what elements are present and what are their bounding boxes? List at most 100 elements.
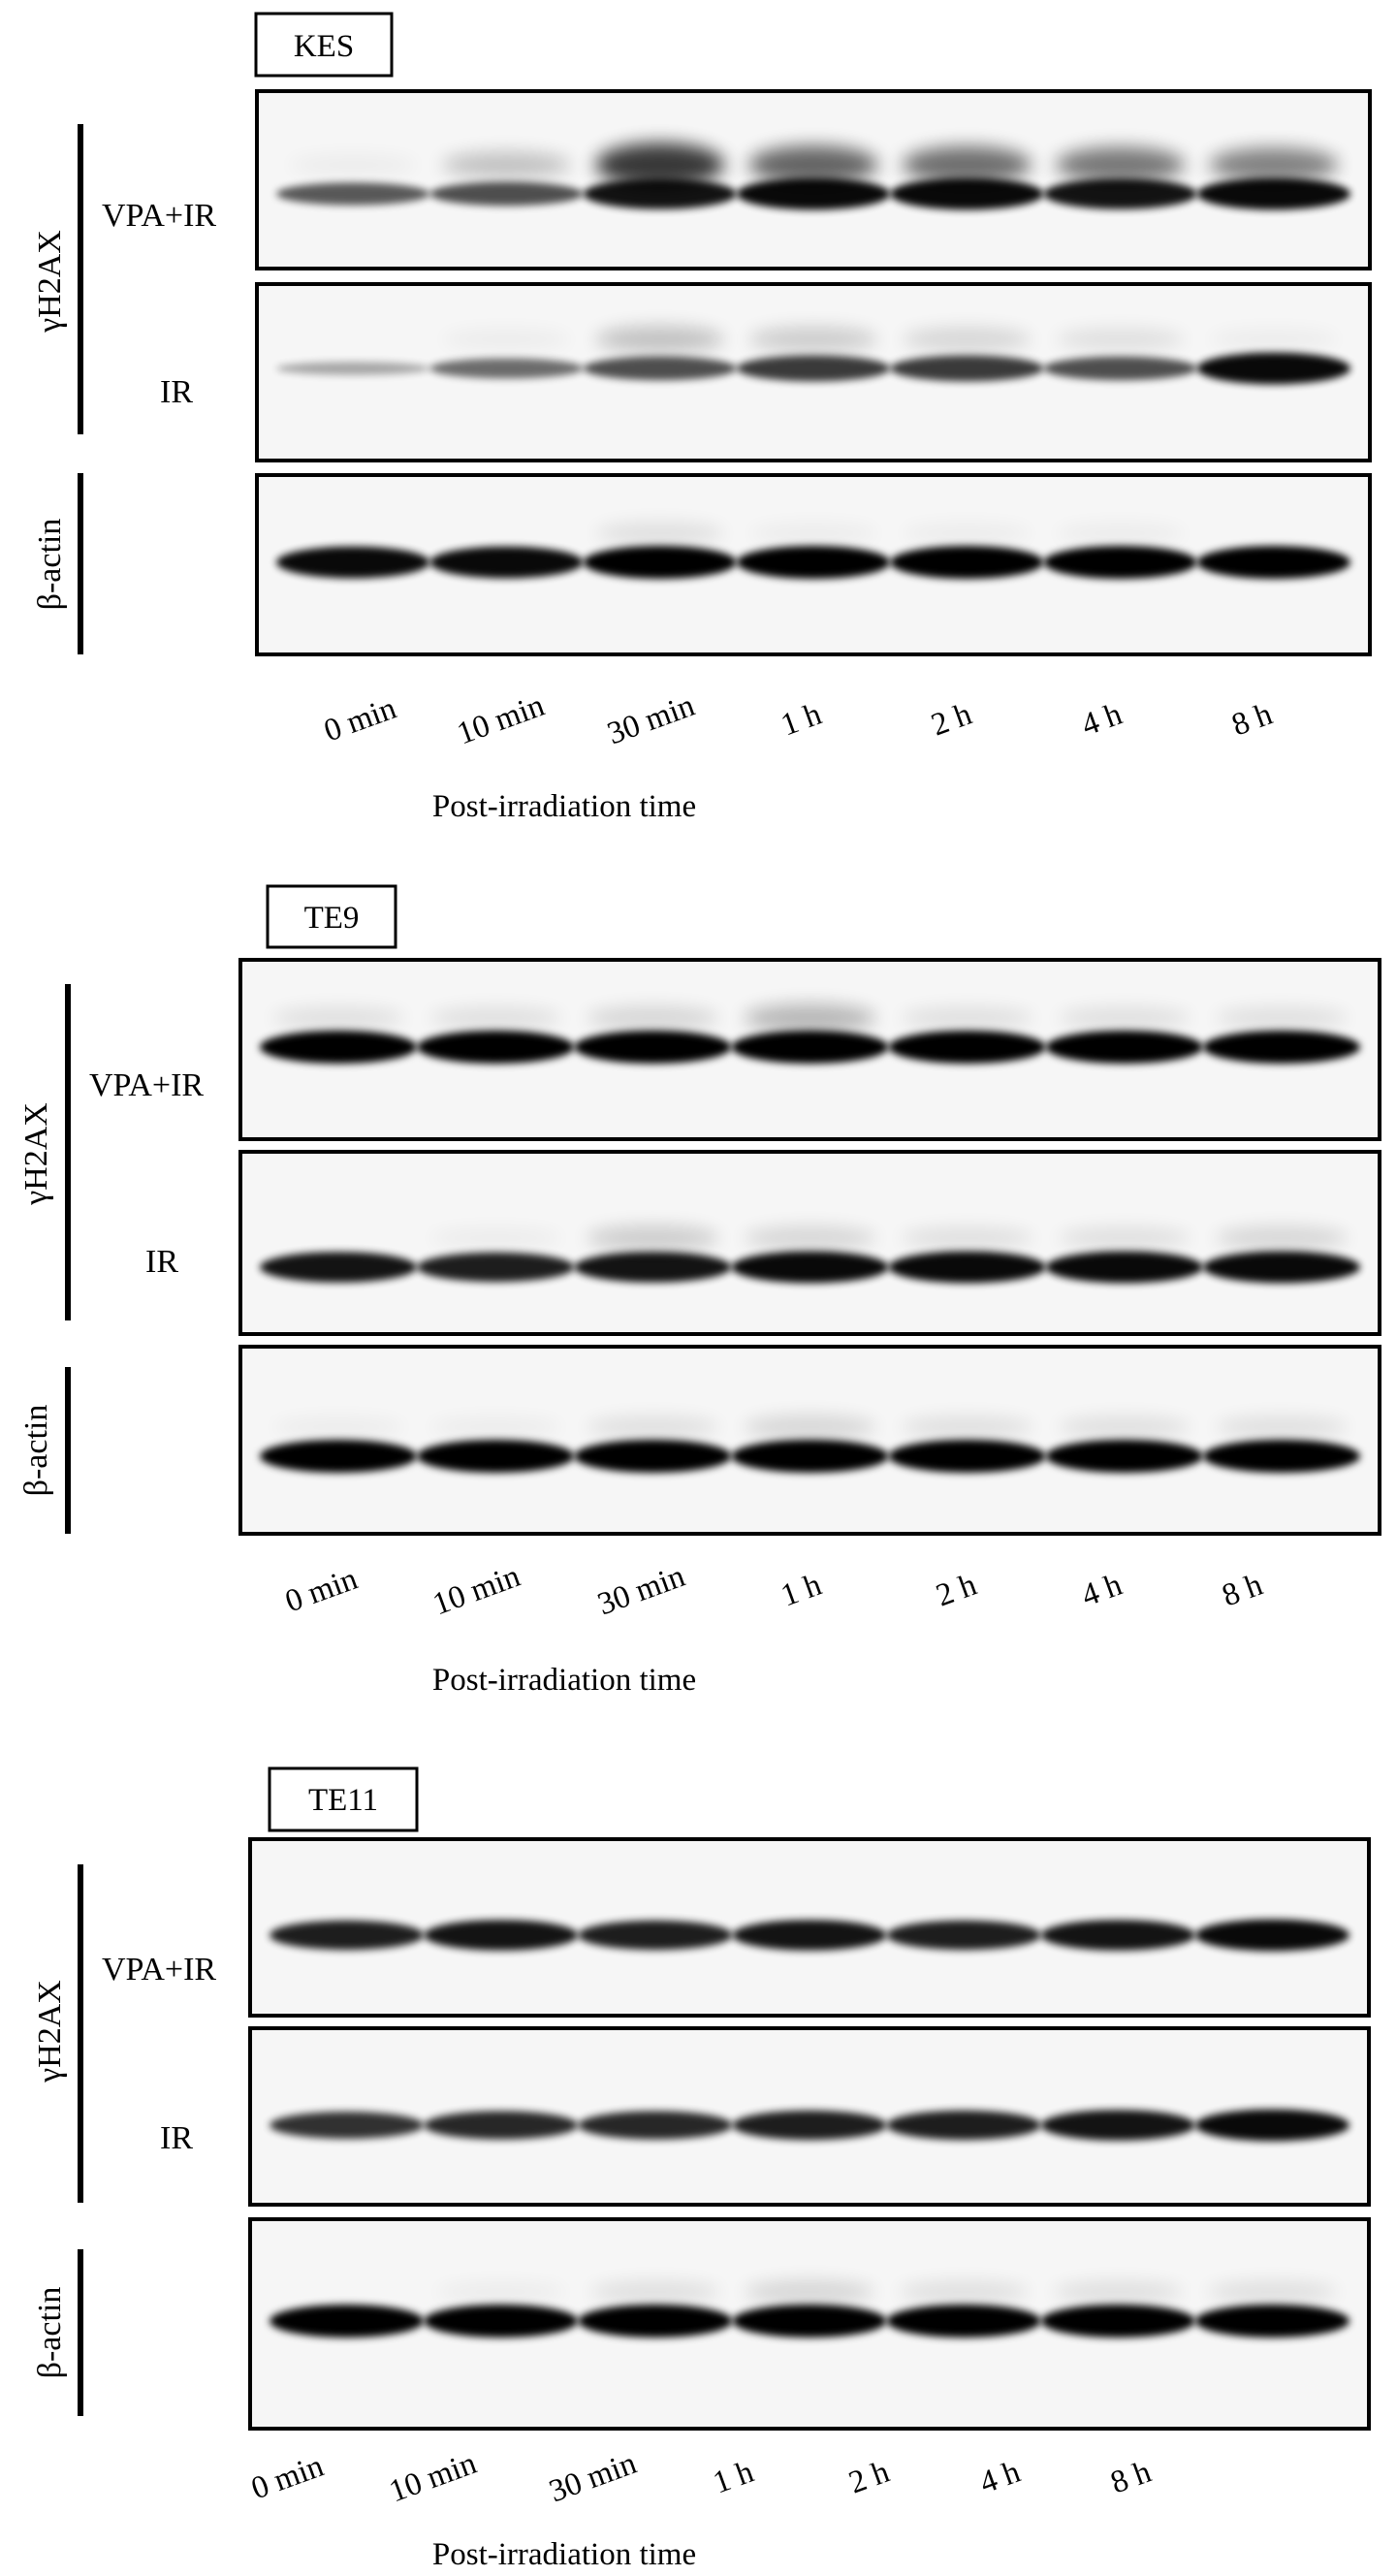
blot-frame	[238, 958, 1381, 1141]
band-lane-4	[888, 1031, 1046, 1064]
band-smear	[595, 326, 725, 353]
band-smear	[901, 1415, 1033, 1439]
band-lane-2	[578, 2305, 733, 2337]
band-lane-2	[574, 1252, 732, 1283]
band-smear	[1058, 1226, 1191, 1250]
band-smear	[429, 1227, 562, 1249]
lane-label-3: 1 h	[777, 696, 827, 743]
band-lane-4	[886, 2305, 1041, 2337]
lane-label-3: 1 h	[709, 2454, 759, 2500]
cell-line-label: TE9	[304, 901, 360, 936]
band-lane-4	[888, 1440, 1046, 1473]
lane-label-3: 1 h	[777, 1567, 827, 1613]
band-smear	[1207, 2280, 1338, 2304]
band-lane-6	[1194, 2305, 1349, 2337]
band-smear	[271, 1006, 405, 1030]
band-lane-2	[574, 1031, 732, 1064]
blot-frame	[248, 2217, 1371, 2431]
band-smear	[1053, 2280, 1184, 2304]
band-lane-5	[1043, 356, 1197, 381]
panel-kes: KES γH2AX β-actin VPA+IR IR 0 min 10 min…	[32, 12, 1372, 824]
band-lane-4	[890, 546, 1044, 579]
band-smear	[1056, 523, 1186, 544]
band-smear	[288, 154, 418, 175]
cell-line-box	[254, 12, 394, 78]
blot-strip-vpa-ir	[238, 958, 1381, 1141]
band-lane-0	[270, 1920, 425, 1951]
band-lane-6	[1196, 546, 1351, 579]
band-lane-3	[731, 1031, 889, 1064]
lane-label-6: 8 h	[1227, 696, 1278, 743]
band-lane-3	[732, 2110, 887, 2141]
band-lane-3	[736, 355, 891, 382]
cell-line-box	[268, 1766, 419, 1832]
band-lane-1	[429, 358, 584, 379]
band-smear	[435, 2281, 566, 2303]
lane-label-6: 8 h	[1106, 2454, 1157, 2500]
band-lane-1	[424, 1920, 579, 1951]
axis-title: Post-irradiation time	[432, 789, 696, 824]
band-lane-2	[583, 546, 737, 579]
band-lane-2	[583, 178, 737, 209]
lane-label-1: 10 min	[429, 1559, 524, 1622]
lane-label-2: 30 min	[593, 1559, 689, 1622]
band-lane-1	[417, 1440, 575, 1473]
band-lane-5	[1045, 1440, 1203, 1473]
band-smear	[902, 145, 1032, 184]
band-lane-6	[1196, 177, 1351, 210]
blot-frame	[255, 473, 1372, 656]
lane-label-1: 10 min	[453, 688, 549, 751]
blot-frame	[248, 2026, 1371, 2207]
band-smear	[901, 1226, 1033, 1250]
band-lane-0	[276, 546, 430, 579]
row-label-ir: IR	[145, 1244, 178, 1280]
band-smear	[271, 1416, 405, 1438]
band-lane-5	[1040, 2305, 1195, 2337]
blot-frame	[248, 1837, 1371, 2018]
band-lane-5	[1045, 1251, 1203, 1284]
band-smear	[587, 1225, 719, 1251]
band-smear	[587, 1415, 719, 1439]
blot-strip-beta-actin	[238, 1345, 1381, 1536]
band-smear	[748, 327, 878, 352]
blot-strip-ir	[248, 2026, 1371, 2207]
band-smear	[744, 1415, 876, 1440]
band-lane-0	[276, 362, 430, 375]
band-smear	[441, 151, 571, 178]
axis-title: Post-irradiation time	[432, 2537, 696, 2572]
band-lane-2	[583, 356, 737, 381]
band-smear	[748, 145, 878, 184]
band-lane-4	[890, 177, 1044, 210]
row-label-vpa-ir: VPA+IR	[102, 198, 216, 234]
lane-label-5: 4 h	[1077, 1567, 1127, 1613]
lane-label-5: 4 h	[1077, 696, 1127, 743]
band-smear	[590, 2280, 720, 2304]
band-smear	[1056, 146, 1186, 183]
row-label-vpa-ir: VPA+IR	[102, 1952, 216, 1988]
band-lane-6	[1202, 1251, 1360, 1284]
blot-strip-beta-actin	[255, 473, 1372, 656]
band-smear	[902, 523, 1032, 544]
band-smear	[1215, 1415, 1349, 1439]
blot-frame	[238, 1345, 1381, 1536]
blot-strip-ir	[255, 282, 1372, 462]
blot-strip-vpa-ir	[248, 1837, 1371, 2018]
blot-frame	[255, 89, 1372, 270]
band-lane-1	[429, 181, 584, 207]
lane-label-2: 30 min	[603, 688, 699, 751]
band-lane-0	[276, 182, 430, 206]
cell-line-label: TE11	[308, 1783, 378, 1818]
band-smear	[595, 143, 725, 187]
band-lane-0	[270, 2305, 425, 2337]
lane-label-4: 2 h	[932, 1567, 982, 1613]
band-lane-4	[886, 2110, 1041, 2141]
band-lane-5	[1043, 178, 1197, 209]
band-lane-6	[1202, 1440, 1360, 1473]
gamma-h2ax-label: γH2AX	[32, 1980, 68, 2083]
band-lane-3	[736, 546, 891, 579]
lane-label-0: 0 min	[247, 2449, 329, 2507]
band-lane-6	[1194, 2109, 1349, 2142]
band-smear	[744, 1225, 876, 1251]
band-smear	[1209, 147, 1339, 182]
